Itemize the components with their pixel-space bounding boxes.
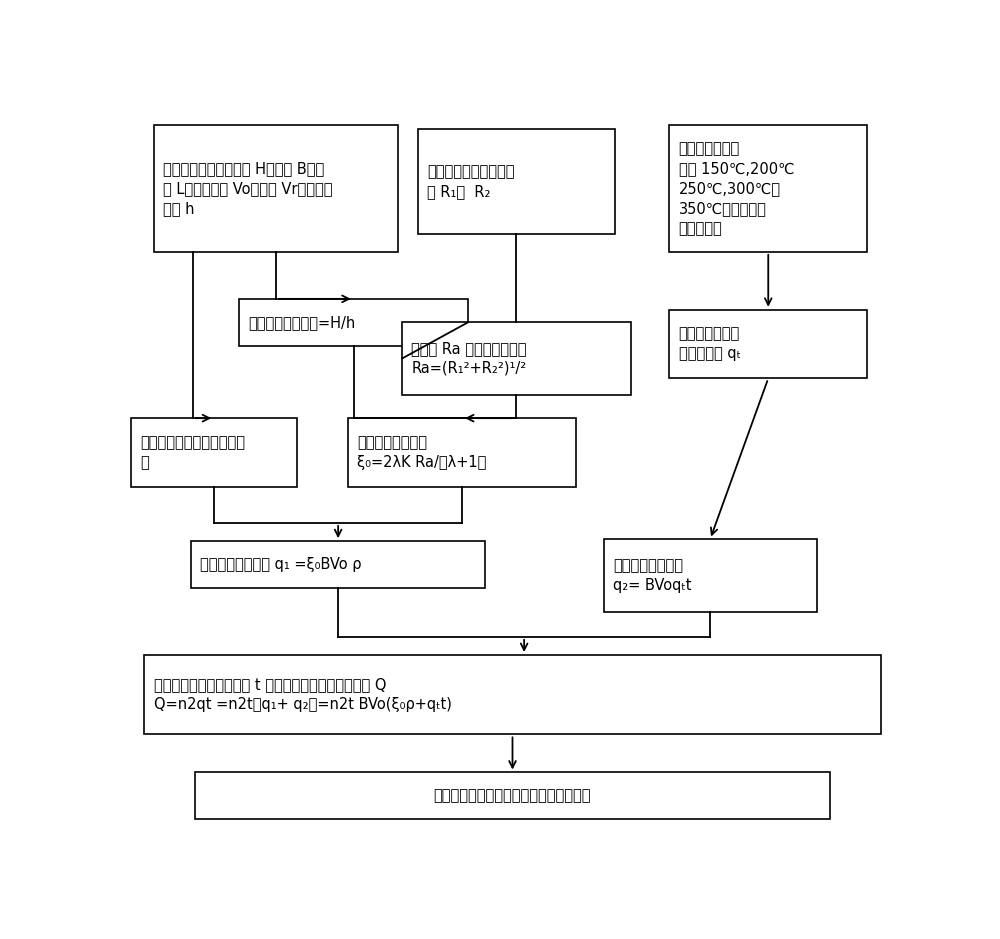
- Text: 确定润滑油烧损
的实验曲线 qₜ: 确定润滑油烧损 的实验曲线 qₜ: [679, 327, 741, 362]
- Bar: [239, 299, 468, 346]
- Bar: [195, 773, 830, 820]
- Bar: [402, 322, 631, 394]
- Bar: [604, 539, 817, 611]
- Bar: [144, 655, 881, 734]
- Text: 测量辊、板表面粗糙度
值 R₁、  R₂: 测量辊、板表面粗糙度 值 R₁、 R₂: [427, 164, 514, 199]
- Bar: [154, 125, 398, 252]
- Text: 控制润滑剂喷涂范围，适时分段实施润滑: 控制润滑剂喷涂范围，适时分段实施润滑: [434, 789, 591, 804]
- Bar: [191, 541, 485, 588]
- Bar: [669, 125, 867, 252]
- Text: 单位时间通过入口的板材面
积: 单位时间通过入口的板材面 积: [140, 435, 245, 470]
- Text: 确定单纯润滑油量 q₁ =ξ₀BVo ρ: 确定单纯润滑油量 q₁ =ξ₀BVo ρ: [200, 557, 362, 572]
- Bar: [348, 418, 576, 486]
- Bar: [131, 418, 297, 486]
- Text: 计算出延伸系数入=H/h: 计算出延伸系数入=H/h: [249, 315, 356, 330]
- Bar: [418, 129, 615, 234]
- Text: 计算入口油膜厚度
ξ₀=2λK Ra/（λ+1）: 计算入口油膜厚度 ξ₀=2λK Ra/（λ+1）: [357, 435, 486, 470]
- Text: 测量轧制时入口侧板厚 H、板宽 B、板
长 L、入口板速 Vo、辊速 Vr、出口侧
板厚 h: 测量轧制时入口侧板厚 H、板宽 B、板 长 L、入口板速 Vo、辊速 Vr、出口…: [163, 162, 333, 216]
- Text: 确定润滑油烧损量
q₂= BVoqₜt: 确定润滑油烧损量 q₂= BVoqₜt: [613, 558, 691, 593]
- Text: 测量轧制温度分
别为 150℃,200℃
250℃,300℃，
350℃时相应的润
滑油烧损量: 测量轧制温度分 别为 150℃,200℃ 250℃,300℃， 350℃时相应的…: [679, 142, 794, 236]
- Text: 计算确定轧制道次在时间 t 内向板材两表面的总供油量 Q
Q=n2qt =n2t（q₁+ q₂）=n2t BVo(ξ₀ρ+qₜt): 计算确定轧制道次在时间 t 内向板材两表面的总供油量 Q Q=n2qt =n2t…: [154, 677, 452, 712]
- Text: 计算出 Ra 为综合粗糙度值
Ra=(R₁²+R₂²)¹/²: 计算出 Ra 为综合粗糙度值 Ra=(R₁²+R₂²)¹/²: [411, 341, 527, 376]
- Bar: [669, 310, 867, 378]
